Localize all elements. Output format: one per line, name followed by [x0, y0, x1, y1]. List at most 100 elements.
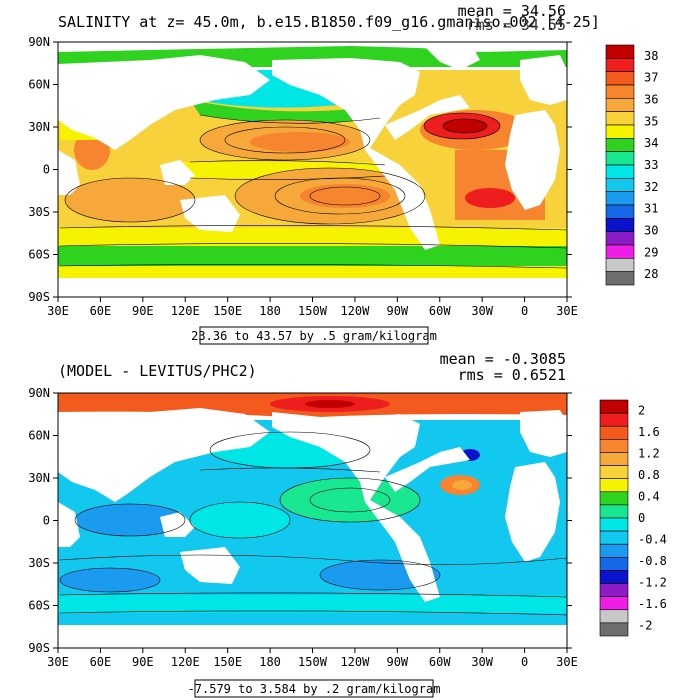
lon-tick-label: 180: [259, 655, 281, 669]
colorbar-swatch: [605, 124, 635, 139]
lat-tick-label: 90S: [28, 641, 50, 655]
colorbar: 38 37 36 35 34 33 32 31 30 29 28: [605, 44, 658, 286]
colorbar-label: 36: [644, 93, 658, 107]
lon-tick-label: 0: [521, 304, 528, 318]
colorbar: 2 1.6 1.2 0.8 0.4 0 -0.4 -0.8 -1.2 -1.6 -2: [599, 399, 667, 637]
lat-tick-label: 60S: [28, 248, 50, 262]
mean-label: mean = 34.56: [458, 2, 566, 20]
colorbar-swatch: [599, 465, 629, 479]
lon-tick-label: 90W: [386, 304, 408, 318]
lat-tick-label: 30N: [28, 471, 50, 485]
lat-tick-label: 0: [43, 514, 50, 528]
colorbar-label: 37: [644, 71, 658, 85]
colorbar-swatch: [605, 98, 635, 112]
colorbar-swatch: [605, 151, 635, 166]
colorbar-swatch: [605, 244, 635, 259]
panel-title: (MODEL - LEVITUS/PHC2): [58, 362, 257, 380]
range-box: [199, 326, 429, 345]
colorbar-swatch: [599, 412, 629, 427]
colorbar-swatch: [605, 71, 635, 86]
colorbar-label: 34: [644, 136, 658, 150]
colorbar-swatch: [599, 530, 629, 545]
colorbar-label: 0.4: [638, 490, 660, 504]
lon-tick-label: 120E: [171, 304, 200, 318]
colorbar-swatch: [605, 58, 635, 72]
colorbar-label: 29: [644, 245, 658, 259]
colorbar-swatch: [599, 609, 629, 624]
lon-tick-label: 60E: [90, 655, 112, 669]
rms-label: rms = 0.6521: [458, 366, 566, 384]
colorbar-swatch: [599, 478, 629, 493]
lat-tick-label: 90S: [28, 290, 50, 304]
colorbar-swatch: [605, 258, 635, 272]
colorbar-swatch: [605, 84, 635, 99]
lon-tick-label: 90W: [386, 655, 408, 669]
colorbar-swatch: [599, 622, 629, 637]
lon-tick-label: 180: [259, 304, 281, 318]
salinity-field: [58, 42, 567, 297]
lat-tick-label: 30S: [28, 556, 50, 570]
lon-tick-label: 30E: [47, 655, 69, 669]
lon-ticks: 30E 60E 90E 120E 150E 180 150W 120W 90W 60W 30W 0 30…: [47, 297, 578, 318]
colorbar-label: -1.6: [638, 597, 667, 611]
lon-tick-label: 150W: [298, 655, 328, 669]
colorbar-label: 32: [644, 180, 658, 194]
panel-salinity: SALINITY at z= 45.0m, b.e15.B1850.f09_g1…: [28, 2, 658, 345]
colorbar-label: 31: [644, 202, 658, 216]
colorbar-label: 30: [644, 223, 658, 237]
lon-tick-label: 30E: [556, 655, 578, 669]
lon-tick-label: 60W: [429, 304, 451, 318]
lat-tick-label: 0: [43, 163, 50, 177]
range-label: -7.579 to 3.584 by .2 gram/kilogram: [188, 682, 441, 696]
lat-tick-label: 90N: [28, 35, 50, 49]
colorbar-label: 0.8: [638, 468, 660, 482]
colorbar-swatch: [599, 439, 629, 453]
lon-tick-label: 120W: [340, 655, 370, 669]
lon-tick-label: 0: [521, 655, 528, 669]
colorbar-swatch: [599, 583, 629, 597]
colorbar-swatch: [599, 570, 629, 584]
rms-label: rms = 34.55: [467, 16, 566, 34]
colorbar-swatch: [605, 204, 635, 219]
lon-tick-label: 30E: [47, 304, 69, 318]
lon-tick-label: 120W: [340, 304, 370, 318]
colorbar-label: -0.8: [638, 554, 667, 568]
panel-difference: (MODEL - LEVITUS/PHC2) mean = -0.3085 rm…: [28, 350, 667, 698]
colorbar-swatch: [599, 543, 629, 558]
range-label: 23.36 to 43.57 by .5 gram/kilogram: [191, 329, 437, 343]
lat-tick-label: 30S: [28, 205, 50, 219]
colorbar-swatch: [605, 191, 635, 206]
panel-title: SALINITY at z= 45.0m, b.e15.B1850.f09_g1…: [58, 13, 600, 31]
lon-tick-label: 150E: [213, 304, 242, 318]
colorbar-swatch: [605, 218, 635, 232]
colorbar-label: 35: [644, 114, 658, 128]
lon-tick-label: 60W: [429, 655, 451, 669]
colorbar-label: -2: [638, 618, 652, 632]
colorbar-swatch: [605, 231, 635, 246]
colorbar-label: 0: [638, 511, 645, 525]
colorbar-swatch: [599, 425, 629, 440]
colorbar-swatch: [599, 557, 629, 571]
colorbar-swatch: [599, 504, 629, 519]
colorbar-label: 1.6: [638, 425, 660, 439]
lon-tick-label: 120E: [171, 655, 200, 669]
lon-tick-label: 30W: [471, 655, 493, 669]
lat-tick-label: 60N: [28, 78, 50, 92]
lat-tick-label: 30N: [28, 120, 50, 134]
colorbar-label: -0.4: [638, 532, 667, 546]
colorbar-label: 33: [644, 158, 658, 172]
lat-tick-label: 60S: [28, 599, 50, 613]
lat-ticks: 90N 60N 30N 0 30S 60S 90S: [28, 35, 572, 304]
colorbar-swatch: [605, 164, 635, 179]
colorbar-label: 38: [644, 49, 658, 63]
colorbar-swatch: [605, 111, 635, 126]
colorbar-label: -1.2: [638, 575, 667, 589]
lon-tick-label: 30E: [556, 304, 578, 318]
colorbar-label: 1.2: [638, 447, 660, 461]
lon-tick-label: 60E: [90, 304, 112, 318]
lon-tick-label: 150W: [298, 304, 328, 318]
colorbar-label: 2: [638, 404, 645, 418]
lon-tick-label: 90E: [132, 655, 154, 669]
difference-field: [58, 393, 567, 648]
colorbar-swatch: [599, 399, 629, 414]
